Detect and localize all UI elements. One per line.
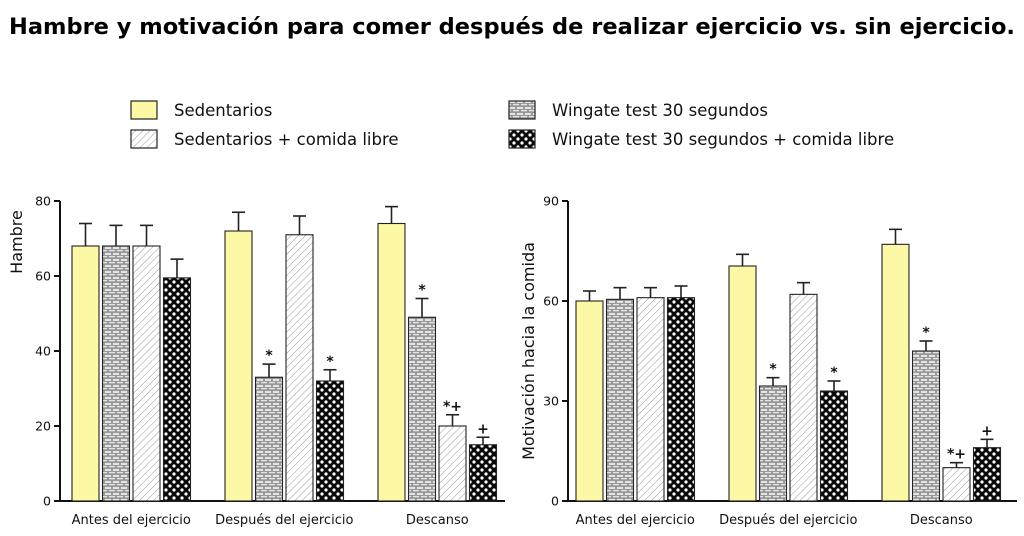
legend-item-wingate: Wingate test 30 segundos bbox=[508, 99, 768, 121]
bar-sedentarios bbox=[71, 245, 100, 502]
significance-marker: + bbox=[981, 423, 993, 439]
bar-wingate-comida-libre bbox=[315, 380, 345, 502]
bar-sedentarios-comida-libre bbox=[789, 293, 818, 502]
y-tick-label: 90 bbox=[543, 194, 559, 209]
legend-item-sedentarios: Sedentarios bbox=[130, 99, 272, 121]
x-category-label: Descanso bbox=[406, 513, 469, 528]
x-category-label: Después del ejercicio bbox=[215, 513, 353, 528]
bar-wingate-comida-libre bbox=[468, 444, 498, 502]
significance-marker: * bbox=[418, 283, 426, 299]
bar-wingate bbox=[911, 350, 941, 502]
bar-sedentarios bbox=[224, 230, 253, 502]
legend-label: Sedentarios bbox=[174, 100, 273, 120]
y-tick-label: 30 bbox=[543, 394, 559, 409]
legend-item-sedentarios-comida-libre: Sedentarios + comida libre bbox=[130, 128, 399, 150]
bar-sedentarios-comida-libre bbox=[285, 234, 314, 502]
significance-marker: * bbox=[830, 365, 838, 381]
food-motivation-chart: 0 30 60 90 Motivación hacia la comida Antes d… bbox=[519, 194, 1017, 528]
bar-sedentarios bbox=[377, 222, 406, 502]
x-category-label: Antes del ejercicio bbox=[576, 513, 695, 528]
significance-marker: *+ bbox=[947, 447, 966, 463]
significance-marker: * bbox=[769, 362, 777, 378]
bar-wingate bbox=[407, 316, 437, 502]
y-tick-label: 0 bbox=[43, 494, 51, 509]
y-axis-label: Hambre bbox=[7, 210, 26, 274]
bar-sedentarios bbox=[881, 243, 910, 502]
bar-wingate bbox=[254, 376, 284, 502]
bar-sedentarios bbox=[575, 300, 604, 502]
significance-marker: * bbox=[265, 348, 273, 364]
x-category-label: Descanso bbox=[910, 513, 973, 528]
legend-swatch-solid-icon bbox=[130, 100, 158, 120]
hunger-chart: 0 20 40 60 80 Hambre Antes del ejercicio * * Desp… bbox=[7, 194, 505, 528]
significance-marker: * bbox=[922, 325, 930, 341]
chart-title: Hambre y motivación para comer después d… bbox=[9, 14, 1015, 40]
bar-wingate bbox=[101, 245, 131, 502]
y-tick-label: 40 bbox=[35, 344, 51, 359]
bar-wingate-comida-libre bbox=[666, 297, 696, 502]
bar-wingate bbox=[605, 298, 635, 502]
significance-marker: * bbox=[326, 354, 334, 370]
bar-wingate-comida-libre bbox=[972, 447, 1002, 502]
y-tick-label: 0 bbox=[551, 494, 559, 509]
y-tick-label: 60 bbox=[543, 294, 559, 309]
legend-label: Sedentarios + comida libre bbox=[174, 129, 399, 149]
legend-swatch-hatch-icon bbox=[130, 129, 158, 149]
bar-sedentarios bbox=[728, 265, 757, 502]
significance-marker: *+ bbox=[443, 399, 462, 415]
bar-sedentarios-comida-libre bbox=[438, 425, 467, 502]
x-category-label: Después del ejercicio bbox=[719, 513, 857, 528]
significance-marker: + bbox=[477, 421, 489, 437]
legend-label: Wingate test 30 segundos bbox=[552, 100, 768, 120]
legend-swatch-dots-icon bbox=[508, 129, 536, 149]
x-category-label: Antes del ejercicio bbox=[72, 513, 191, 528]
y-tick-label: 80 bbox=[35, 194, 51, 209]
legend-swatch-brick-icon bbox=[508, 100, 536, 120]
bar-sedentarios-comida-libre bbox=[132, 245, 161, 502]
bar-sedentarios-comida-libre bbox=[636, 297, 665, 502]
y-axis-label: Motivación hacia la comida bbox=[519, 242, 538, 460]
bar-wingate bbox=[758, 385, 788, 502]
bar-wingate-comida-libre bbox=[819, 390, 849, 502]
legend-item-wingate-comida-libre: Wingate test 30 segundos + comida libre bbox=[508, 128, 894, 150]
bar-wingate-comida-libre bbox=[162, 277, 192, 502]
y-tick-label: 60 bbox=[35, 269, 51, 284]
y-tick-label: 20 bbox=[35, 419, 51, 434]
bar-sedentarios-comida-libre bbox=[942, 467, 971, 502]
legend-label: Wingate test 30 segundos + comida libre bbox=[552, 129, 895, 149]
